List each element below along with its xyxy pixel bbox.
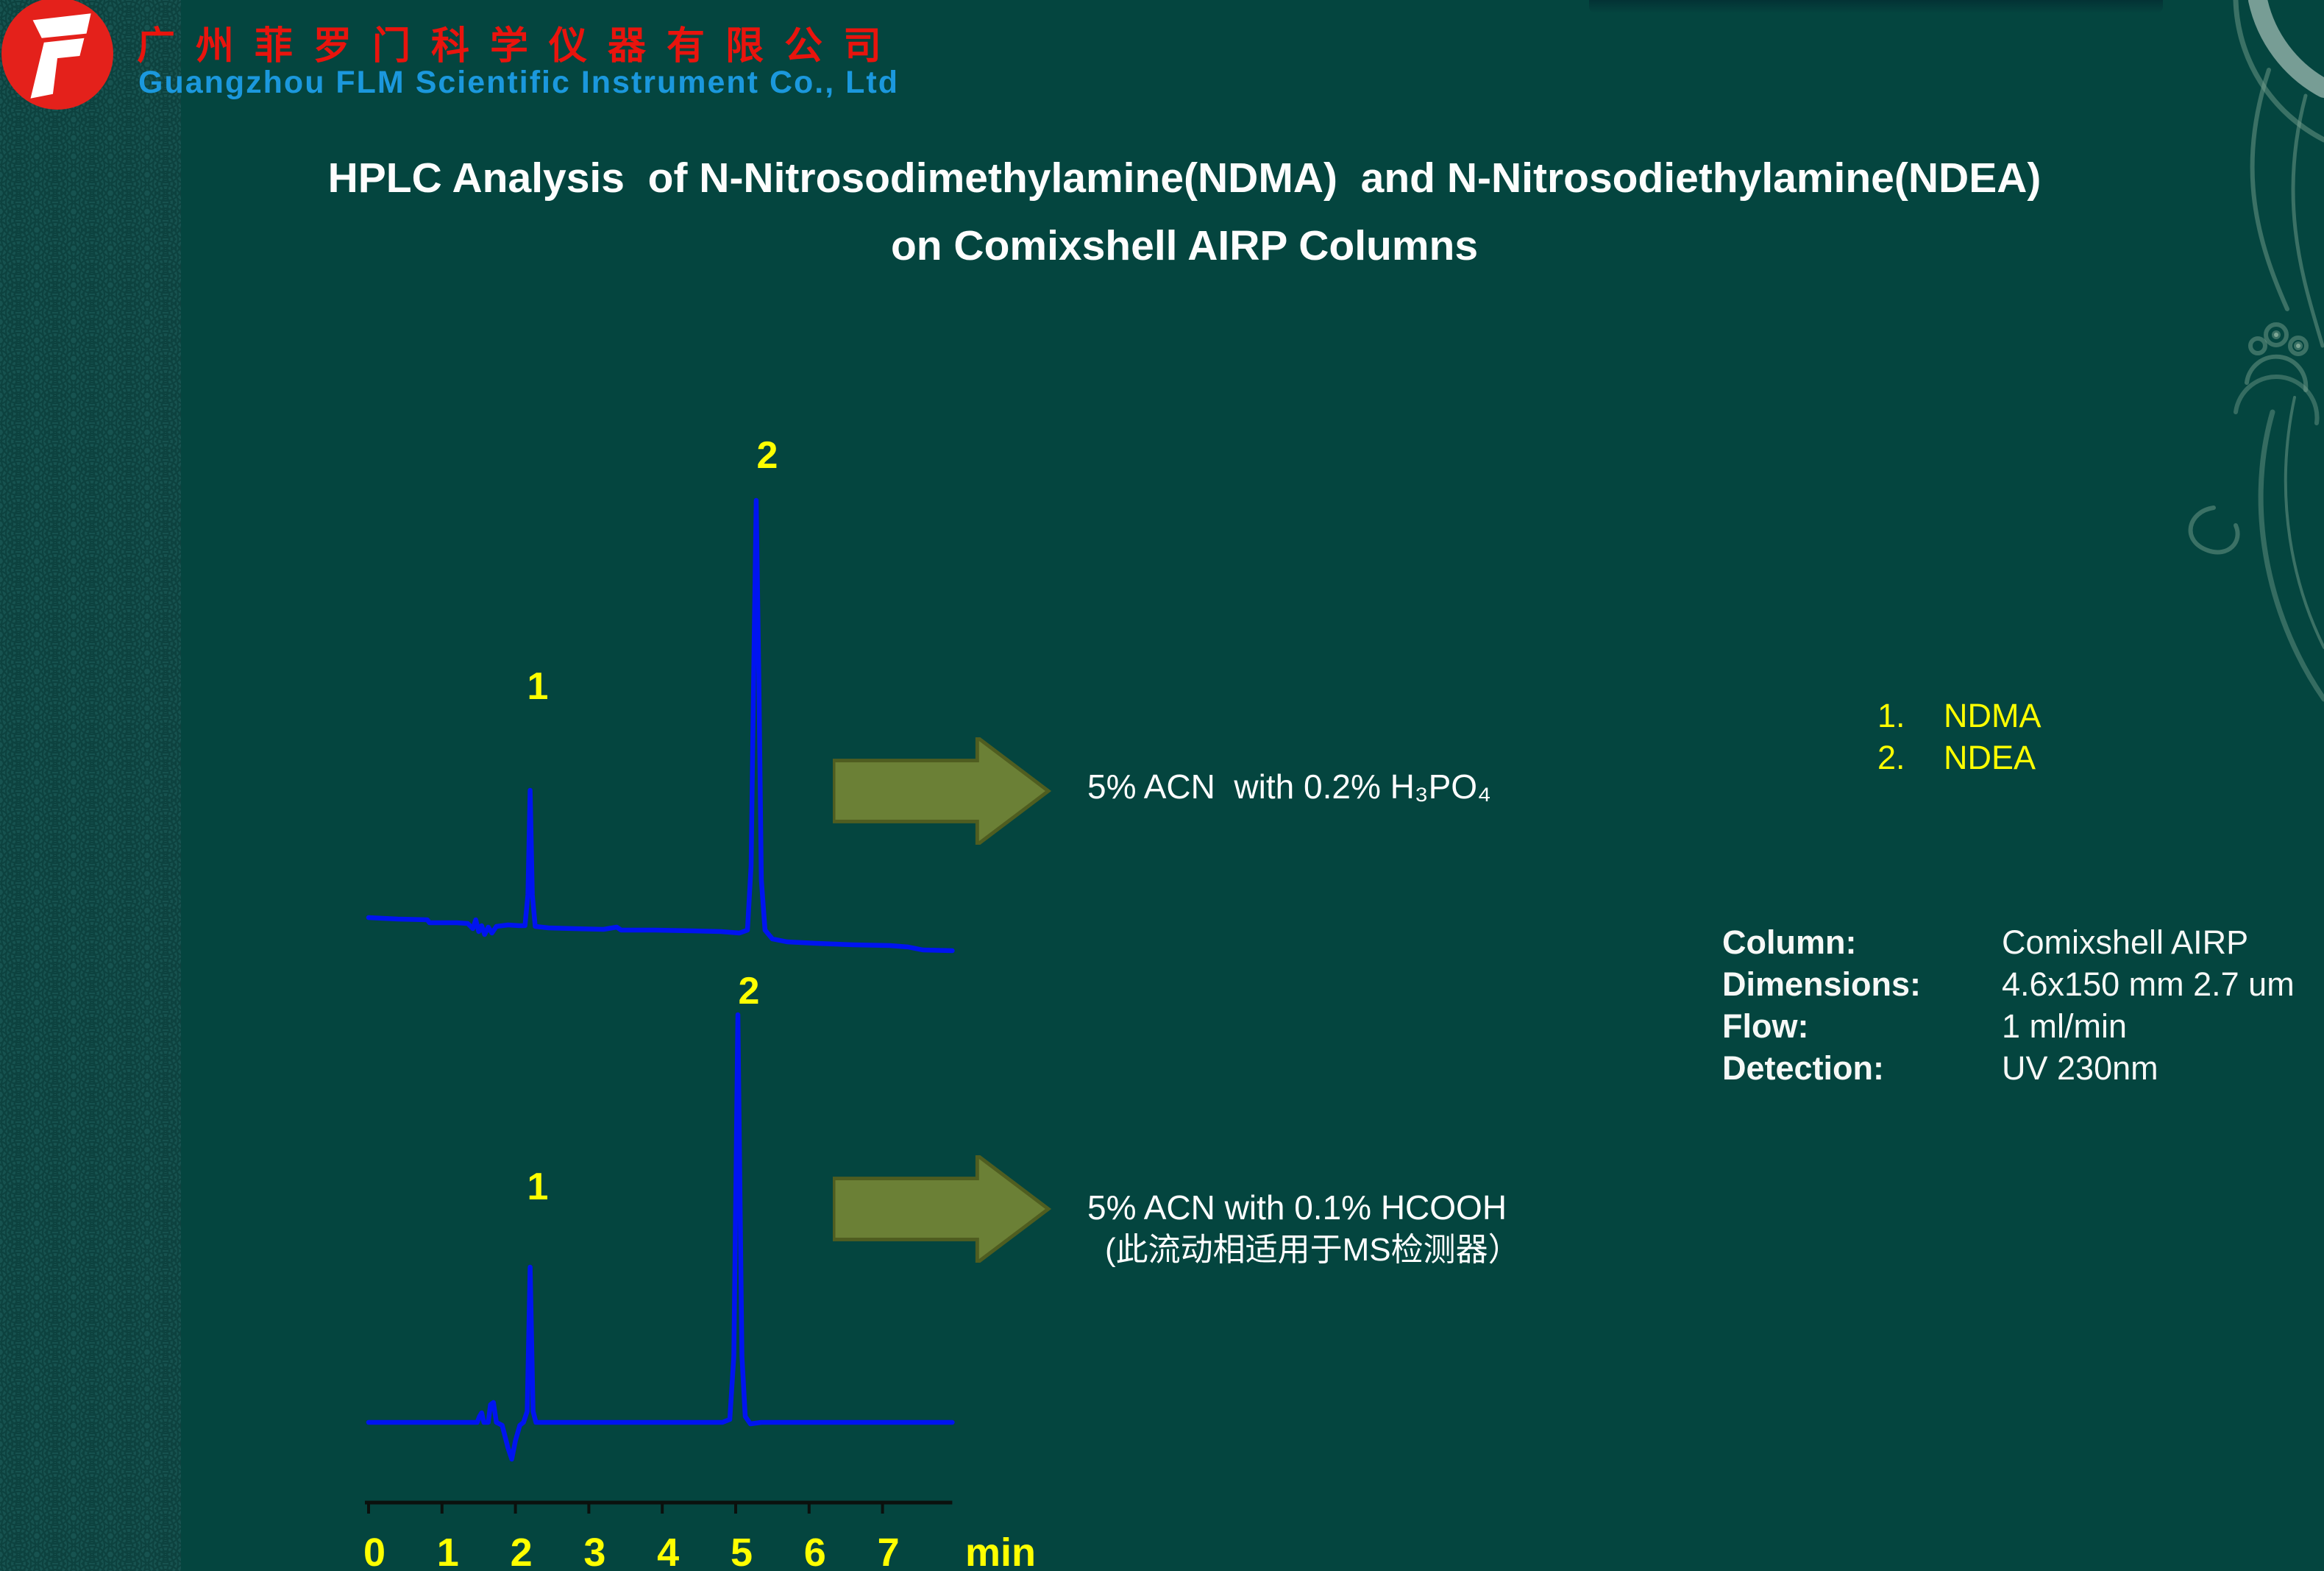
flm-f-icon: [30, 13, 91, 99]
x-tick-label: 5: [731, 1531, 753, 1571]
mobile-phase-2-label: 5% ACN with 0.1% HCOOH (此流动相适用于MS检测器）: [1087, 1186, 1521, 1272]
x-tick-label: 7: [878, 1531, 900, 1571]
peak-label-1: 1: [527, 1166, 549, 1208]
phoenix-decoration: [2188, 0, 2324, 702]
condition-label: Detection:: [1722, 1049, 1885, 1087]
legend-num-1: 1.: [1877, 697, 1905, 734]
legend-num-2: 2.: [1877, 739, 1905, 776]
condition-label: Column:: [1722, 923, 1857, 961]
condition-row-dimensions: Dimensions: 4.6x150 mm 2.7 um: [1722, 963, 2295, 1005]
condition-value: Comixshell AIRP: [2002, 923, 2249, 961]
x-axis-unit-label: min: [965, 1531, 1036, 1571]
x-tick-label: 6: [804, 1531, 826, 1571]
title-line1: HPLC Analysis of N-Nitrosodimethylamine(…: [327, 155, 2042, 202]
top-right-accent-bar: [1589, 0, 2163, 13]
mobile-phase-1-label: 5% ACN with 0.2% H₃PO₄: [1087, 767, 1491, 806]
peak-legend: 1. NDMA 2. NDEA: [1877, 695, 2042, 779]
wave-pattern-texture: [0, 0, 181, 1571]
mobile-phase-2-note: (此流动相适用于MS检测器）: [1105, 1232, 1521, 1268]
flm-logo: [1, 0, 113, 110]
x-tick-label: 4: [657, 1531, 679, 1571]
peak-label-2: 2: [757, 434, 778, 477]
condition-value: 4.6x150 mm 2.7 um: [2002, 965, 2295, 1003]
peak-label-1: 1: [527, 665, 549, 708]
chromatogram-trace-1: [366, 497, 955, 954]
title-line2: on Comixshell AIRP Columns: [890, 222, 1479, 269]
condition-row-flow: Flow: 1 ml/min: [1722, 1005, 2295, 1047]
legend-item-ndma: 1. NDMA: [1877, 695, 2042, 737]
condition-label: Flow:: [1722, 1007, 1809, 1045]
condition-row-detection: Detection: UV 230nm: [1722, 1047, 2295, 1089]
x-tick-label: 1: [437, 1531, 459, 1571]
x-tick-label: 2: [511, 1531, 533, 1571]
condition-label: Dimensions:: [1722, 965, 1922, 1003]
page-title: HPLC Analysis of N-Nitrosodimethylamine(…: [191, 144, 2178, 280]
condition-row-column: Column: Comixshell AIRP: [1722, 921, 2295, 963]
x-tick-label: 0: [363, 1531, 385, 1571]
company-name-cn: 广州菲罗门科学仪器有限公司: [137, 24, 903, 68]
left-pattern-strip: [0, 0, 181, 1571]
legend-item-ndea: 2. NDEA: [1877, 737, 2042, 779]
conditions-table: Column: Comixshell AIRP Dimensions: 4.6x…: [1722, 921, 2295, 1089]
x-tick-label: 3: [583, 1531, 605, 1571]
arrow-right-top-icon: [833, 737, 1052, 845]
condition-value: UV 230nm: [2002, 1049, 2158, 1087]
mobile-phase-2-text: 5% ACN with 0.1% HCOOH: [1087, 1188, 1507, 1227]
legend-name-2: NDEA: [1944, 739, 2036, 776]
legend-name-1: NDMA: [1944, 697, 2042, 734]
condition-value: 1 ml/min: [2002, 1007, 2128, 1045]
arrow-right-bottom-icon: [833, 1155, 1052, 1263]
chromatogram-trace-2: [366, 1012, 955, 1462]
peak-label-2: 2: [739, 970, 760, 1013]
company-name-en: Guangzhou FLM Scientific Instrument Co.,…: [138, 65, 899, 100]
